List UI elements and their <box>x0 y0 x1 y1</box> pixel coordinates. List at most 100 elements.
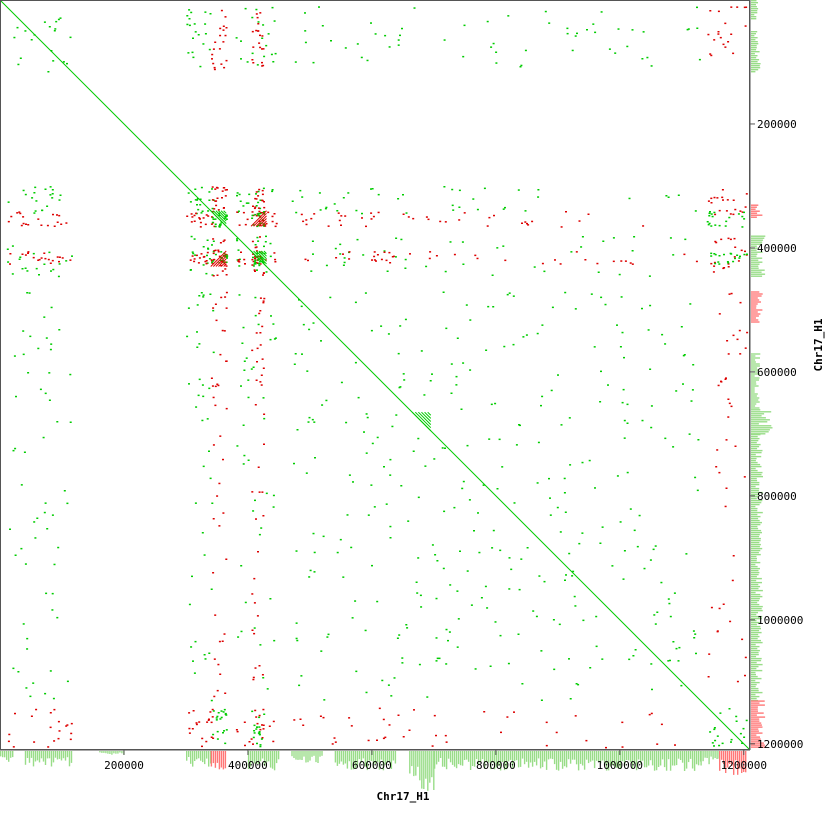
repeat-dot <box>212 48 215 50</box>
repeat-dot <box>444 734 447 737</box>
cluster-line <box>261 250 267 257</box>
repeat-dot <box>728 216 731 219</box>
repeat-dot <box>19 212 22 215</box>
cluster-line <box>253 250 267 265</box>
coverage-bar-y <box>751 693 756 696</box>
coverage-bar-y <box>751 47 757 49</box>
repeat-dot <box>216 738 219 740</box>
repeat-dot <box>733 237 736 240</box>
repeat-dot <box>737 213 740 215</box>
repeat-dot <box>224 216 227 218</box>
repeat-dot <box>675 647 678 650</box>
repeat-dot <box>656 611 659 613</box>
repeat-dot <box>451 204 454 207</box>
repeat-dot <box>259 297 262 299</box>
coverage-bar-y <box>751 419 770 421</box>
repeat-dot <box>262 367 265 369</box>
repeat-dot <box>462 480 465 483</box>
repeat-dot <box>307 259 309 262</box>
repeat-dot <box>255 205 258 207</box>
repeat-dot <box>729 252 732 255</box>
repeat-dot <box>256 262 259 264</box>
coverage-bar-x <box>497 751 500 766</box>
repeat-dot <box>236 238 238 240</box>
repeat-dot <box>434 554 437 556</box>
repeat-dot <box>211 58 213 60</box>
repeat-dot <box>38 274 40 276</box>
repeat-dot <box>254 261 257 264</box>
repeat-dot <box>363 431 365 433</box>
coverage-bar-y <box>751 315 759 317</box>
coverage-bar-x <box>115 751 117 754</box>
coverage-bar-y <box>751 57 757 59</box>
repeat-dot <box>508 557 511 559</box>
repeat-dot <box>271 190 274 193</box>
repeat-dot <box>388 724 391 726</box>
coverage-bar-y <box>751 447 758 450</box>
repeat-dot <box>399 386 402 388</box>
repeat-dot <box>444 270 447 273</box>
repeat-dot <box>710 202 713 204</box>
coverage-bar-x <box>465 751 468 760</box>
repeat-dot <box>7 220 10 223</box>
coverage-bar-x <box>555 751 558 770</box>
repeat-dot <box>199 221 202 224</box>
repeat-dot <box>256 236 259 239</box>
repeat-dot <box>9 528 11 530</box>
repeat-dot <box>508 292 511 294</box>
repeat-dot <box>217 663 220 666</box>
repeat-dot <box>69 259 72 261</box>
repeat-dot <box>313 571 316 573</box>
repeat-dot <box>587 213 590 215</box>
coverage-bar-x <box>291 751 293 757</box>
repeat-dot <box>217 384 220 387</box>
repeat-dot <box>674 744 676 746</box>
coverage-bar-y <box>751 361 756 363</box>
repeat-dot <box>394 256 397 258</box>
coverage-bar-x <box>649 751 652 761</box>
repeat-dot <box>33 741 36 743</box>
repeat-dot <box>242 463 245 465</box>
repeat-dot <box>202 43 205 45</box>
coverage-bar-y <box>751 700 765 702</box>
coverage-bar-y <box>751 537 761 540</box>
repeat-dot <box>31 197 34 199</box>
repeat-dot <box>356 238 359 241</box>
coverage-bar-y <box>751 433 766 435</box>
repeat-dot <box>333 737 336 739</box>
repeat-dot <box>452 209 455 211</box>
repeat-dot <box>205 272 208 275</box>
diagonal-line <box>0 0 751 751</box>
repeat-dot <box>382 737 385 740</box>
repeat-dot <box>344 215 347 217</box>
repeat-dot <box>222 240 225 243</box>
repeat-dot <box>512 343 515 346</box>
repeat-dot <box>566 32 569 35</box>
repeat-dot <box>191 216 194 218</box>
repeat-dot <box>371 259 373 261</box>
repeat-dot <box>19 57 22 59</box>
repeat-dot <box>731 579 734 582</box>
repeat-dot <box>212 309 215 312</box>
coverage-bar-x <box>621 751 624 762</box>
repeat-dot <box>198 257 201 259</box>
repeat-dot <box>238 259 240 261</box>
repeat-dot <box>364 292 367 294</box>
repeat-dot <box>186 15 189 17</box>
repeat-dot <box>442 567 445 570</box>
repeat-dot <box>325 206 328 209</box>
coverage-bar-y <box>751 353 761 355</box>
repeat-dot <box>312 253 314 255</box>
repeat-dot <box>201 210 204 212</box>
repeat-dot <box>431 544 434 546</box>
repeat-dot <box>258 732 261 734</box>
repeat-dot <box>42 436 45 439</box>
repeat-dot <box>377 193 380 196</box>
repeat-dot <box>294 353 297 355</box>
repeat-dot <box>257 240 260 242</box>
repeat-dot <box>739 732 742 735</box>
coverage-bar-x <box>305 751 307 763</box>
repeat-dot <box>187 192 190 194</box>
repeat-dot <box>638 514 641 517</box>
repeat-dot <box>211 708 214 711</box>
